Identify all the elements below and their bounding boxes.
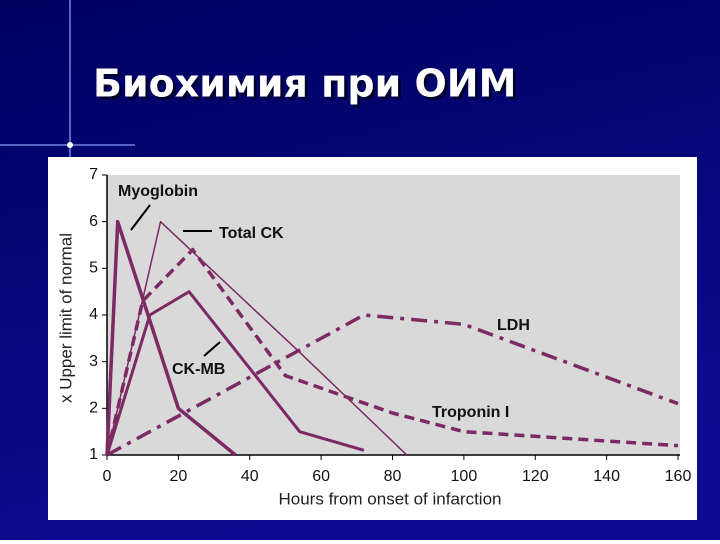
decor-star bbox=[67, 142, 73, 148]
y-axis-label: x Upper limit of normal bbox=[56, 233, 75, 403]
slide-title: Биохимия при ОИМ bbox=[93, 62, 516, 106]
x-tick-label: 80 bbox=[384, 468, 402, 485]
x-tick-label: 60 bbox=[312, 468, 330, 485]
series-line bbox=[105, 219, 237, 457]
series-label: LDH bbox=[497, 317, 530, 334]
y-tick-label: 4 bbox=[89, 306, 98, 323]
series-label: Myoglobin bbox=[118, 183, 198, 200]
x-tick-label: 100 bbox=[451, 468, 478, 485]
x-axis-label: Hours from onset of infarction bbox=[279, 489, 502, 508]
x-tick-label: 160 bbox=[665, 468, 692, 485]
y-tick-label: 2 bbox=[89, 400, 98, 417]
plot-area bbox=[107, 175, 680, 455]
x-tick-label: 120 bbox=[522, 468, 549, 485]
y-tick-label: 6 bbox=[89, 213, 98, 230]
title-shadow: Биохимия при ОИМ bbox=[96, 65, 519, 109]
x-tick-label: 0 bbox=[103, 468, 112, 485]
series-label: CK-MB bbox=[172, 361, 225, 378]
leader-line bbox=[203, 341, 221, 357]
series-line bbox=[105, 290, 365, 456]
y-tick-label: 3 bbox=[89, 353, 98, 370]
series-label: Troponin I bbox=[432, 404, 509, 421]
y-tick-label: 1 bbox=[89, 446, 98, 463]
x-tick-label: 40 bbox=[241, 468, 259, 485]
y-tick-label: 5 bbox=[89, 260, 98, 277]
series-line bbox=[105, 247, 679, 456]
x-tick-label: 20 bbox=[169, 468, 187, 485]
x-tick-label: 140 bbox=[593, 468, 620, 485]
y-tick-label: 7 bbox=[89, 166, 98, 183]
series-label: Total CK bbox=[219, 225, 284, 242]
leader-line bbox=[130, 204, 151, 231]
